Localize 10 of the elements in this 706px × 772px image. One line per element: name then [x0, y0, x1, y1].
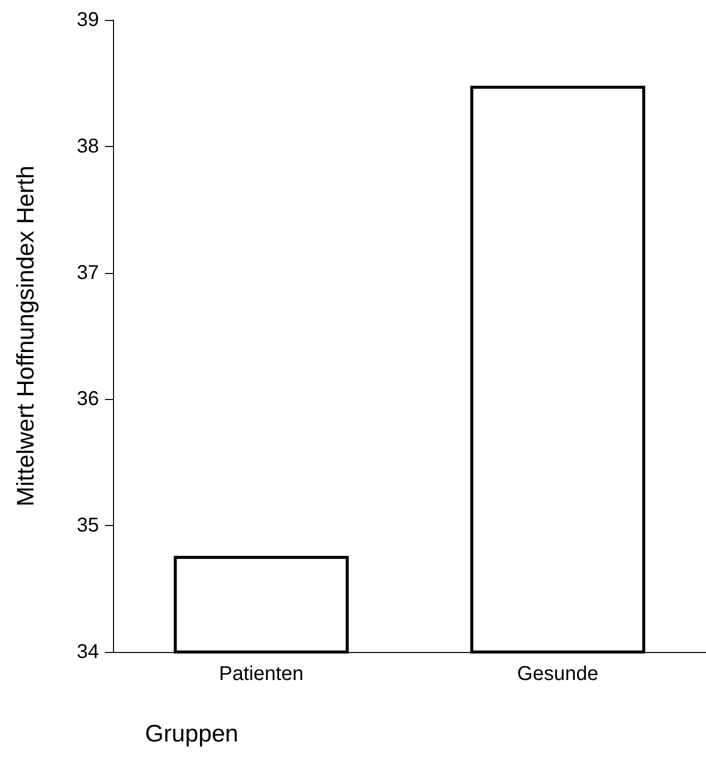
y-tick-label: 39	[76, 9, 99, 31]
x-tick-label: Patienten	[218, 663, 304, 685]
y-tick-label: 35	[76, 514, 99, 537]
y-axis-title: Mittelwert Hoffnungsindex Herth	[12, 165, 40, 507]
y-tick-label: 34	[76, 641, 99, 663]
x-axis-title: Gruppen	[145, 720, 238, 748]
y-tick-label: 37	[76, 262, 99, 284]
x-tick-label: Gesunde	[517, 663, 598, 685]
y-tick-label: 36	[76, 388, 99, 410]
y-tick-label: 38	[76, 135, 99, 158]
